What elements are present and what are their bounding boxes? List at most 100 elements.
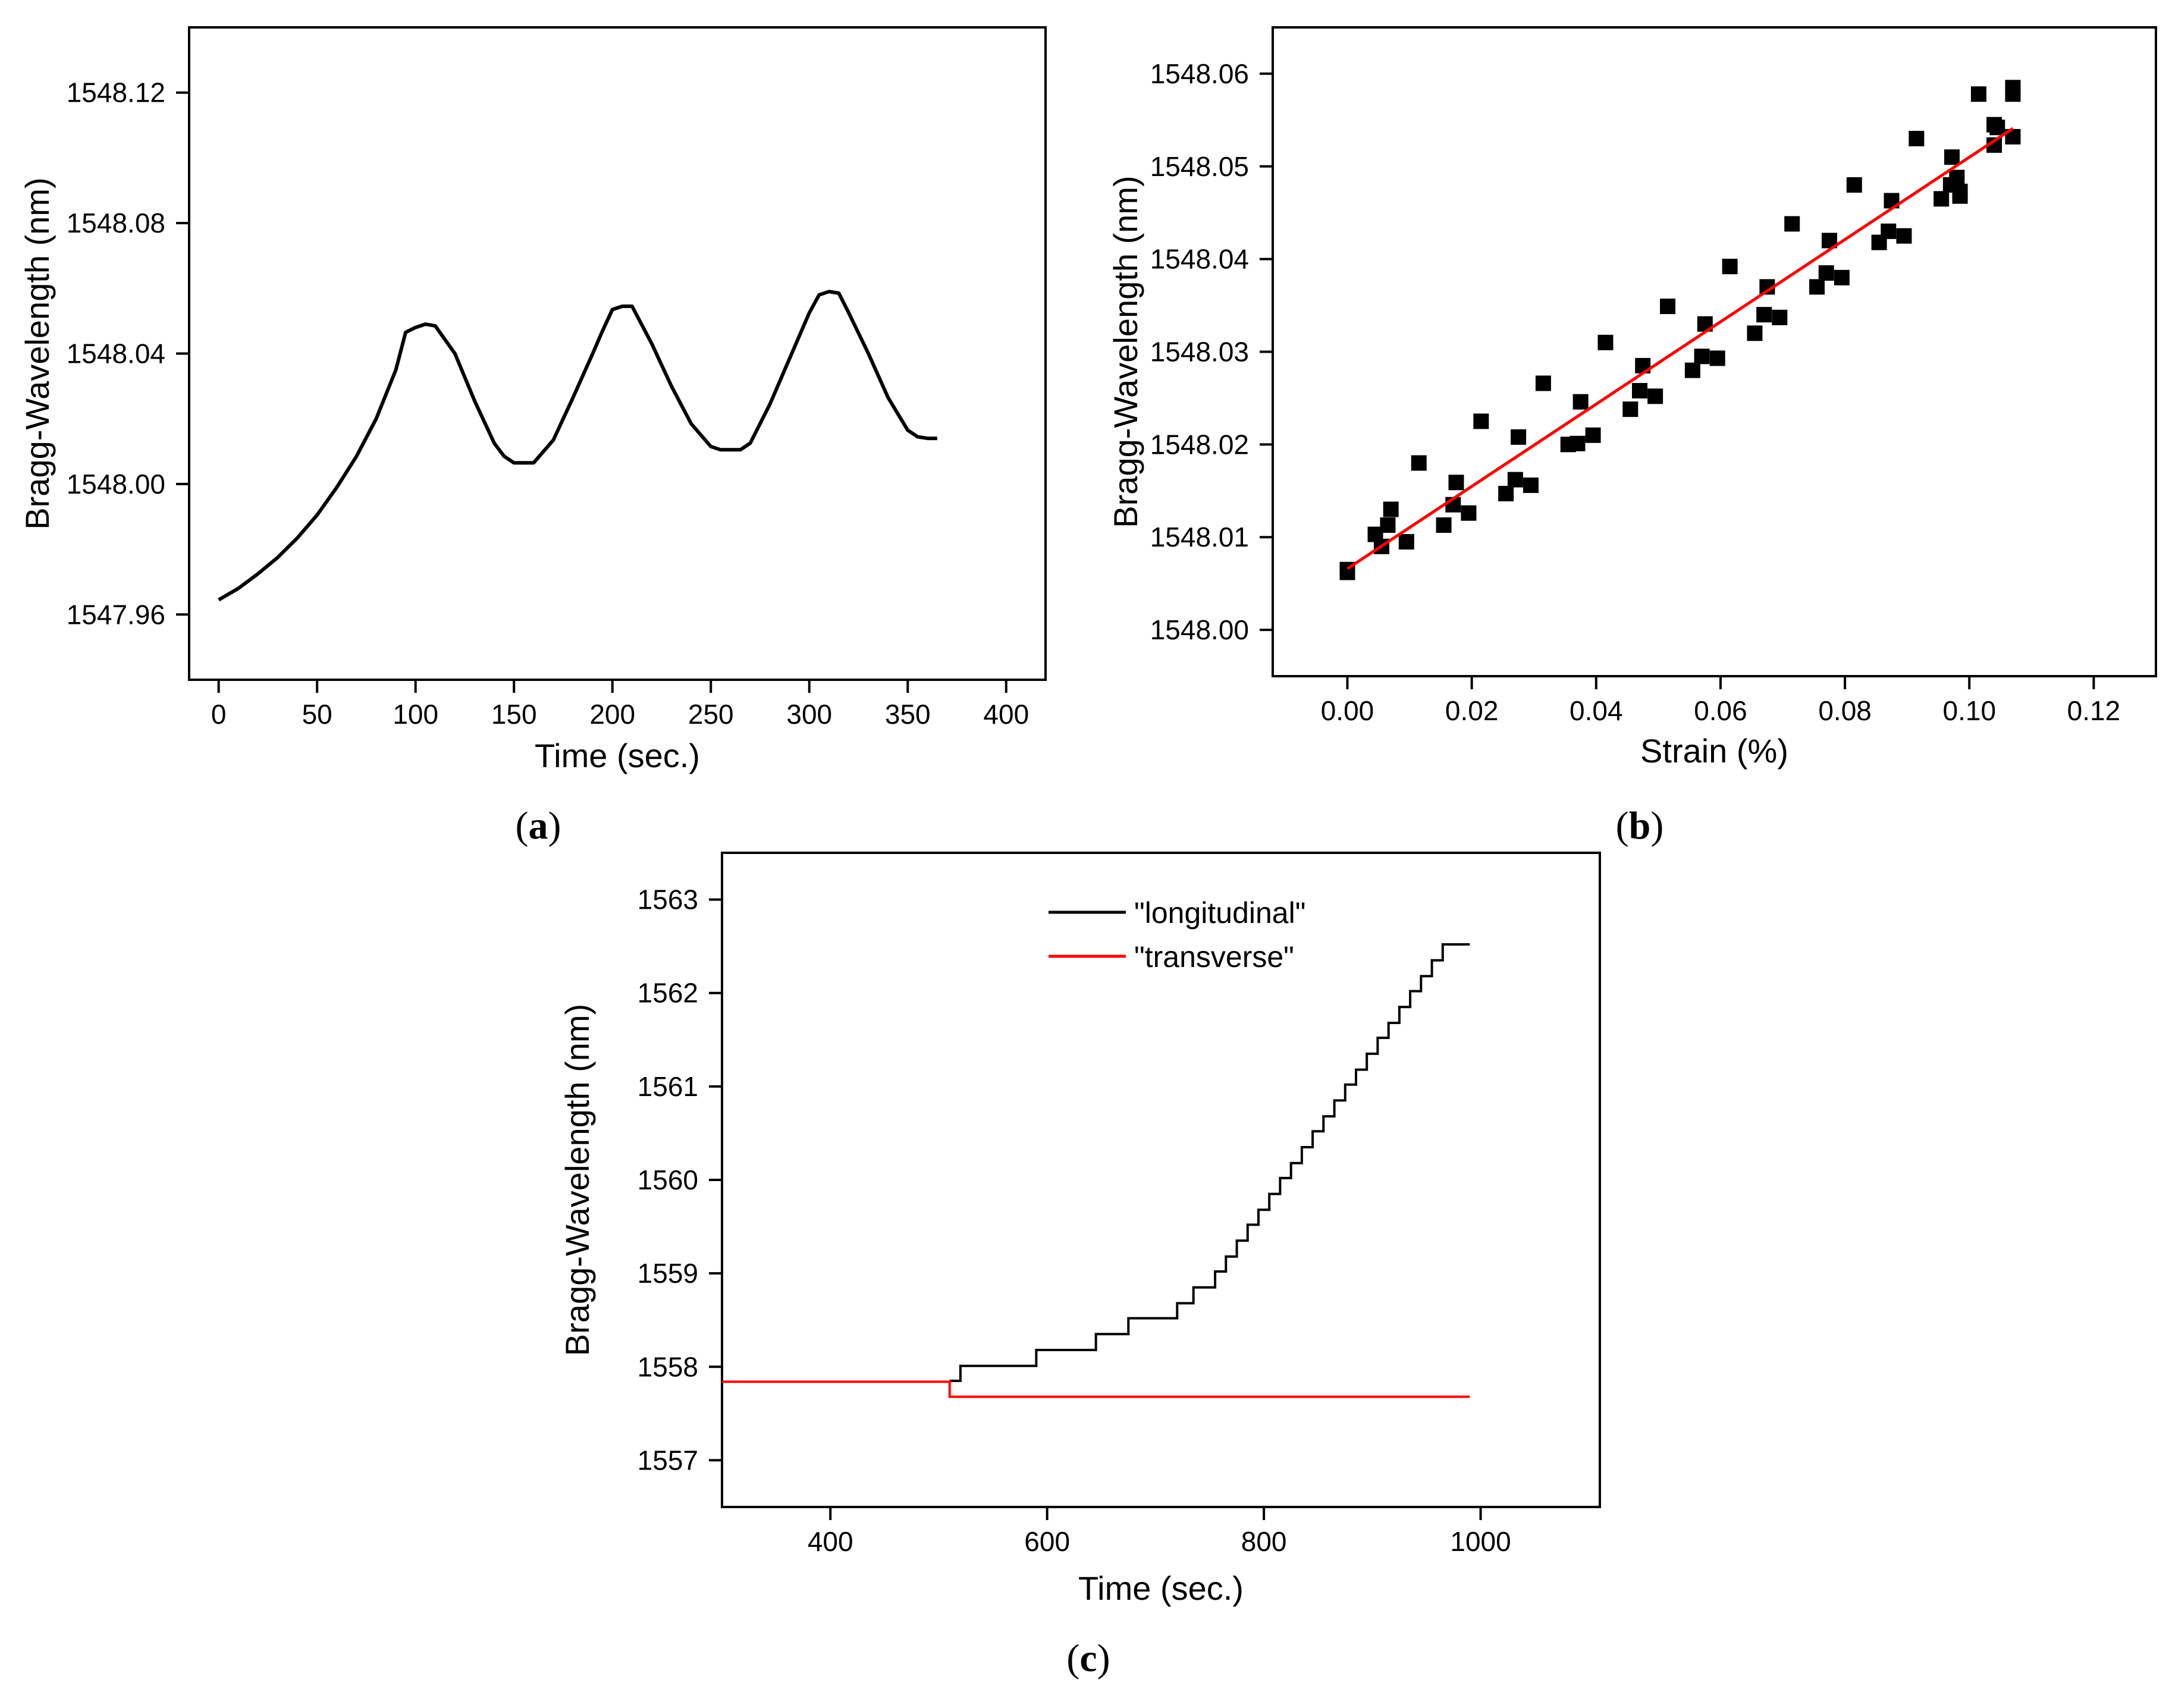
panel-a-label: (a) <box>516 804 561 847</box>
x-tick-label: 400 <box>983 699 1029 730</box>
panel-c-ticks: 400 600 800 1000 1557 1558 1559 1560 1561 1562 156… <box>638 884 1511 1557</box>
scatter-point <box>1784 216 1800 232</box>
fit-line <box>1346 127 2014 570</box>
x-tick-label: 0.00 <box>1321 695 1374 726</box>
scatter-point <box>1846 177 1862 193</box>
scatter-point <box>1747 325 1763 341</box>
scatter-point <box>1834 269 1850 285</box>
scatter-point <box>1949 169 1965 186</box>
scatter-point <box>1632 382 1648 398</box>
y-tick-label: 1548.06 <box>1150 58 1249 89</box>
legend-label-longitudinal: "longitudinal" <box>1134 896 1305 930</box>
scatter-point <box>1448 475 1464 491</box>
scatter-point <box>1507 472 1523 488</box>
y-tick-label: 1548.03 <box>1150 337 1249 368</box>
scatter-point <box>1660 299 1676 315</box>
x-tick-label: 350 <box>885 699 931 730</box>
x-tick-label: 100 <box>393 699 438 730</box>
panel-b-x-axis-title: Strain (%) <box>1640 732 1788 770</box>
x-tick-label: 150 <box>491 699 537 730</box>
x-tick-label: 0.08 <box>1818 695 1872 726</box>
panel-c-legend: "longitudinal" "transverse" <box>1049 896 1305 974</box>
y-tick-label: 1563 <box>638 884 698 915</box>
scatter-point <box>1970 86 1986 102</box>
y-tick-label: 1561 <box>638 1071 698 1102</box>
scatter-point <box>1535 375 1551 391</box>
scatter-point <box>1896 228 1912 244</box>
scatter-point <box>1383 501 1399 517</box>
panel-b-label-letter: b <box>1629 804 1651 847</box>
panel-c-x-axis-title: Time (sec.) <box>1078 1569 1244 1607</box>
y-tick-label: 1558 <box>638 1351 698 1382</box>
y-tick-label: 1559 <box>638 1258 698 1289</box>
scatter-point <box>1436 517 1452 533</box>
panel-c-label: (c) <box>1066 1637 1110 1680</box>
y-tick-label: 1548.02 <box>1150 429 1249 460</box>
x-tick-label: 0.12 <box>2067 695 2121 726</box>
panel-a-chart: 0 50 100 150 200 250 300 350 400 1547.96 1548.00 15… <box>18 26 1047 847</box>
y-tick-label: 1548.04 <box>67 338 165 369</box>
x-tick-label: 200 <box>589 699 635 730</box>
scatter-point <box>1585 427 1601 443</box>
scatter-point <box>1498 485 1514 501</box>
panel-b-y-axis-title: Bragg-Wavelength (nm) <box>1107 175 1144 528</box>
y-tick-label: 1548.05 <box>1150 151 1249 182</box>
x-tick-label: 300 <box>786 699 832 730</box>
scatter-point <box>1622 401 1638 417</box>
scatter-point <box>1461 505 1477 521</box>
x-tick-label: 0.10 <box>1943 695 1997 726</box>
x-tick-label: 1000 <box>1450 1526 1511 1557</box>
panel-b-ticks: 0.00 0.02 0.04 0.06 0.08 0.10 0.12 1548.00 1548.… <box>1150 58 2120 726</box>
scatter-point <box>1380 517 1396 533</box>
y-tick-label: 1557 <box>638 1445 698 1475</box>
scatter-point <box>1398 534 1414 550</box>
scatter-point <box>1818 265 1834 281</box>
scatter-point <box>1881 223 1897 239</box>
x-tick-label: 0 <box>211 699 227 730</box>
y-tick-label: 1547.96 <box>67 599 165 630</box>
scatter-point <box>1473 413 1489 429</box>
scatter-point <box>1523 477 1539 493</box>
scatter-point <box>2005 86 2021 102</box>
scatter-point <box>1570 435 1586 451</box>
scatter-point <box>1647 388 1663 404</box>
scatter-point <box>1572 394 1589 410</box>
scatter-point <box>1944 149 1960 165</box>
scatter-point <box>1709 350 1725 366</box>
scatter-point <box>1952 188 1968 204</box>
scatter-point <box>1809 279 1825 295</box>
scatter-point <box>1933 191 1950 207</box>
panel-a-y-axis-title: Bragg-Wavelength (nm) <box>18 177 56 529</box>
legend-label-transverse: "transverse" <box>1134 940 1294 974</box>
panel-c-chart: 400 600 800 1000 1557 1558 1559 1560 1561 1562 156… <box>558 852 1601 1680</box>
scatter-point <box>1989 120 2005 136</box>
x-tick-label: 800 <box>1241 1526 1287 1557</box>
panel-b-chart: 0.00 0.02 0.04 0.06 0.08 0.10 0.12 1548.00 1548.… <box>1107 26 2157 847</box>
scatter-point <box>1411 455 1427 471</box>
x-tick-label: 400 <box>808 1526 853 1557</box>
panel-a-x-axis-title: Time (sec.) <box>535 737 700 774</box>
y-tick-label: 1548.00 <box>1150 614 1249 645</box>
panel-a-label-letter: a <box>529 804 548 847</box>
scatter-point <box>1722 259 1738 275</box>
panel-a-ticks: 0 50 100 150 200 250 300 350 400 1547.96 1548.00 15… <box>67 77 1029 730</box>
panel-b-label: (b) <box>1616 804 1664 847</box>
scatter-point <box>1694 348 1710 365</box>
scatter-point <box>1756 307 1772 323</box>
scatter-point <box>1511 429 1527 445</box>
series-line-transverse <box>722 1380 1470 1398</box>
panel-c-label-letter: c <box>1079 1637 1097 1680</box>
panel-c-marks <box>722 943 1470 1398</box>
series-line-longitudinal <box>949 943 1470 1382</box>
panel-c-y-axis-title: Bragg-Wavelength (nm) <box>558 1004 596 1356</box>
x-tick-label: 0.02 <box>1445 695 1499 726</box>
x-tick-label: 250 <box>688 699 734 730</box>
y-tick-label: 1548.00 <box>67 469 165 500</box>
x-tick-label: 0.06 <box>1694 695 1747 726</box>
y-tick-label: 1560 <box>638 1164 698 1195</box>
y-tick-label: 1548.12 <box>67 77 165 108</box>
scatter-point <box>1772 309 1788 325</box>
series-line-bragg-wavelength <box>218 290 937 602</box>
scatter-point <box>1597 334 1614 350</box>
